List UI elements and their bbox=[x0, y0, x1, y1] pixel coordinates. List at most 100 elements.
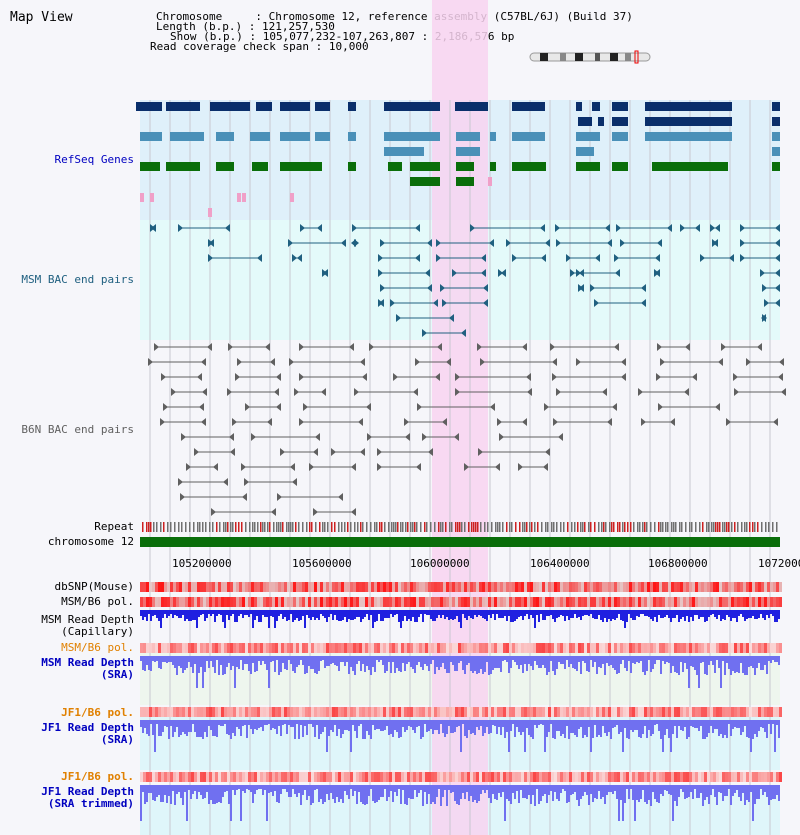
jf1-pol2-heat bbox=[449, 772, 452, 782]
msm-depth-cap-bar bbox=[702, 610, 704, 617]
jf1-pol2-heat bbox=[698, 772, 701, 782]
msm-pol2-heat bbox=[290, 643, 293, 653]
jf1-depth-sra-bar bbox=[548, 720, 550, 732]
axis-tick-5: 106800000 bbox=[648, 557, 708, 570]
b6n-pair-0-1 bbox=[228, 343, 270, 351]
jf1-pol2-heat bbox=[140, 772, 143, 782]
jf1-depth-trim-bar bbox=[422, 785, 424, 806]
b6n-bac-pairs-track[interactable] bbox=[148, 343, 786, 516]
jf1-depth-sra-bar bbox=[620, 720, 622, 732]
repeat-mark bbox=[273, 522, 275, 532]
repeat-mark bbox=[519, 522, 521, 532]
jf1-depth-trim-bar bbox=[550, 785, 552, 791]
dbsnp-heat bbox=[554, 582, 557, 592]
jf1-pol1-heat bbox=[176, 707, 179, 717]
msm-depth-sra-bar bbox=[550, 656, 552, 661]
repeat-mark bbox=[534, 522, 536, 532]
jf1-pol2-heat bbox=[707, 772, 710, 782]
msm-pol2-heat bbox=[629, 643, 632, 653]
msm-depth-sra-bar bbox=[296, 656, 298, 667]
msm-depth-cap-bar bbox=[174, 610, 176, 615]
jf1-depth-sra-bar bbox=[658, 720, 660, 731]
jf1-depth-trim-bar bbox=[248, 785, 250, 790]
msm-depth-sra-bar bbox=[496, 656, 498, 668]
msm-pol1-heat bbox=[512, 597, 515, 607]
dbsnp-heat bbox=[605, 582, 608, 592]
jf1-pol2-heat bbox=[413, 772, 416, 782]
msm-depth-cap-bar bbox=[650, 610, 652, 619]
jf1-pol2-heat bbox=[620, 772, 623, 782]
jf1-pol2-heat bbox=[662, 772, 665, 782]
msm-depth-cap-bar bbox=[348, 610, 350, 619]
repeat-mark bbox=[605, 522, 607, 532]
msm-depth-cap-bar bbox=[230, 610, 232, 616]
msm-depth-cap-bar bbox=[498, 610, 500, 618]
msm-depth-sra-bar bbox=[462, 656, 464, 670]
jf1-depth-sra-bar bbox=[294, 720, 296, 739]
repeat-mark bbox=[319, 522, 321, 532]
msm-depth-cap-bar bbox=[490, 610, 492, 618]
jf1-pol1-heat bbox=[608, 707, 611, 717]
b6n-pair-4-5 bbox=[658, 403, 720, 411]
msm-pol2-heat bbox=[365, 643, 368, 653]
refseq-genes-track[interactable] bbox=[136, 102, 780, 217]
jf1-depth-sra-bar bbox=[454, 720, 456, 732]
msm-depth-cap-bar bbox=[194, 610, 196, 620]
jf1-depth-sra-bar bbox=[450, 720, 452, 733]
jf1-pol1-heat bbox=[404, 707, 407, 717]
msm-depth-sra-bar bbox=[318, 656, 320, 671]
msm-depth-cap-bar bbox=[256, 610, 258, 616]
msm-depth-sra-bar bbox=[386, 656, 388, 671]
jf1-depth-trim-bar bbox=[226, 785, 228, 791]
repeat-mark bbox=[276, 522, 278, 532]
msm-pol1-heat bbox=[680, 597, 683, 607]
msm-bac-pairs-track[interactable] bbox=[150, 224, 780, 337]
dbsnp-heat bbox=[578, 582, 581, 592]
jf1-depth-sra-bar bbox=[214, 720, 216, 736]
label-msm-depth-capillary: MSM Read Depth (Capillary) bbox=[0, 614, 134, 638]
msm-pol1-heat bbox=[581, 597, 584, 607]
dbsnp-heat bbox=[668, 582, 671, 592]
dbsnp-heat bbox=[560, 582, 563, 592]
jf1-pol2-heat bbox=[428, 772, 431, 782]
label-jf1-depth-sra-line2: (SRA) bbox=[100, 733, 134, 746]
repeat-mark bbox=[170, 522, 172, 532]
msm-depth-cap-bar bbox=[314, 610, 316, 620]
msm-depth-sra-bar bbox=[714, 656, 716, 673]
msm-depth-sra-bar bbox=[436, 656, 438, 667]
jf1-depth-trim-bar bbox=[240, 785, 242, 821]
jf1-depth-sra-bar bbox=[744, 720, 746, 726]
jf1-depth-sra-bar bbox=[738, 720, 740, 728]
msm-depth-sra-bar bbox=[724, 656, 726, 675]
jf1-depth-sra-bar bbox=[556, 720, 558, 731]
jf1-pol1-heat bbox=[464, 707, 467, 717]
msm-depth-sra-bar bbox=[656, 656, 658, 660]
msm-pol2-heat bbox=[386, 643, 389, 653]
msm-depth-sra-bar bbox=[228, 656, 230, 663]
repeat-mark bbox=[442, 522, 444, 532]
jf1-depth-trim-bar bbox=[332, 785, 334, 799]
jf1-depth-trim-bar bbox=[398, 785, 400, 789]
heatmap-tracks[interactable] bbox=[140, 582, 782, 782]
jf1-depth-trim-bar bbox=[522, 785, 524, 798]
repeat-mark bbox=[582, 522, 584, 532]
jf1-depth-sra-bar bbox=[228, 720, 230, 735]
msm-depth-sra-bar bbox=[620, 656, 622, 664]
msm-depth-sra-bar bbox=[252, 656, 254, 663]
msm-depth-sra-bar bbox=[308, 656, 310, 666]
repeat-track[interactable] bbox=[142, 522, 778, 532]
jf1-pol2-heat bbox=[290, 772, 293, 782]
msm-depth-cap-bar bbox=[488, 610, 490, 615]
jf1-depth-sra-bar bbox=[200, 720, 202, 737]
read-depth-tracks[interactable] bbox=[140, 610, 780, 821]
msm-depth-sra-bar bbox=[450, 656, 452, 662]
chromosome-bar[interactable] bbox=[140, 537, 780, 547]
jf1-depth-sra-bar bbox=[644, 720, 646, 726]
chromosome-ideogram[interactable] bbox=[529, 50, 651, 64]
msm-depth-sra-bar bbox=[694, 656, 696, 670]
msm-pol1-heat bbox=[245, 597, 248, 607]
jf1-pol2-heat bbox=[167, 772, 170, 782]
b6n-pair-4-3 bbox=[417, 403, 495, 411]
jf1-depth-sra-bar bbox=[160, 720, 162, 736]
